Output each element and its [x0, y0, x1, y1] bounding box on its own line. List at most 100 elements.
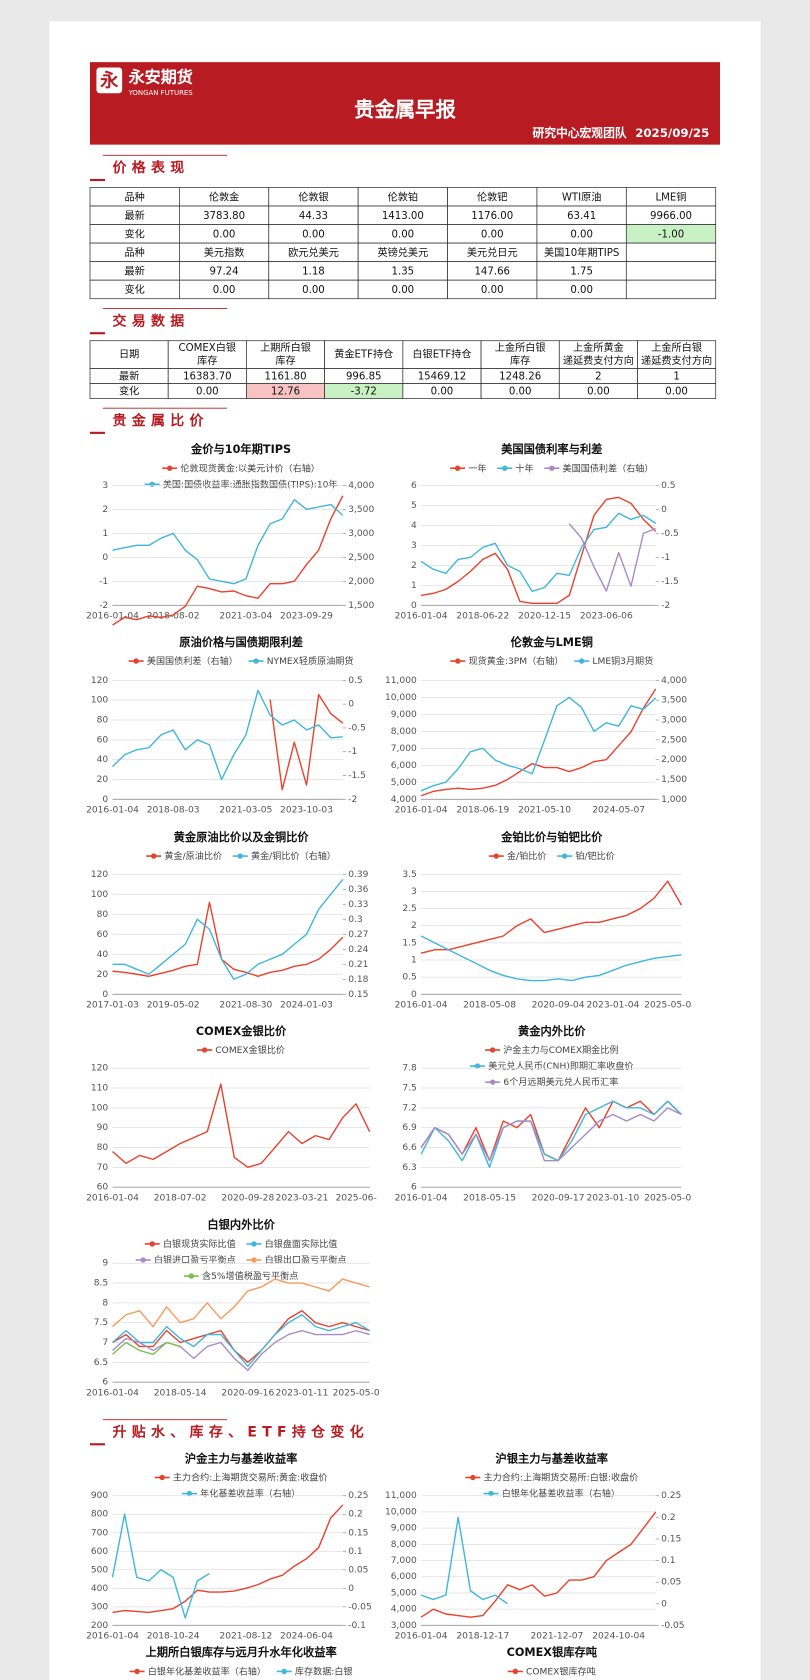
- x-tick-label: 2020-12-15: [518, 612, 571, 622]
- cell-text: 16383.70: [183, 372, 231, 383]
- y2-tick-label: -1.5: [348, 771, 366, 781]
- chart-title: 金价与10年期TIPS: [190, 442, 291, 456]
- x-tick-label: 2016-01-04: [86, 612, 139, 622]
- x-tick-label: 2020-09-28: [221, 1193, 274, 1203]
- y-tick-label: 40: [97, 950, 109, 960]
- chart-title: 黄金原油比价以及金铜比价: [174, 830, 310, 844]
- y2-tick-label: -2: [348, 795, 357, 805]
- header-cell: [637, 340, 717, 369]
- y-tick-label: 6.3: [402, 1163, 417, 1173]
- y2-tick-label: 0.21: [348, 960, 368, 970]
- cell-text: 63.41: [567, 211, 596, 222]
- y-tick-label: 3.5: [402, 870, 416, 880]
- y2-tick-label: -0.5: [348, 723, 366, 733]
- legend-dot: [474, 1063, 481, 1069]
- table-cell: [625, 242, 717, 263]
- legend-label: COMEX金银比价: [215, 1044, 285, 1056]
- y-tick-label: 2: [411, 561, 417, 571]
- y2-tick-label: 0.1: [661, 1556, 675, 1566]
- legend-entry: 美元兑人民币(CNH)即期汇率收盘价: [470, 1060, 634, 1072]
- y2-tick-label: 0.2: [661, 1513, 675, 1523]
- legend-dot: [470, 1474, 476, 1481]
- y-tick-label: 3: [411, 541, 417, 551]
- legend-entry: 美国:国债收益率:通胀指数国债(TIPS):10年: [144, 478, 338, 490]
- chart-title: 沪金主力与基差收益率: [185, 1451, 298, 1465]
- cell-text: 0.00: [509, 387, 532, 398]
- cell-text: 0.00: [302, 229, 325, 240]
- legend-dot: [188, 1273, 195, 1279]
- legend-dot: [151, 853, 157, 859]
- y-tick-label: 8.5: [94, 1279, 108, 1289]
- legend-entry: NYMEX轻质原油期货: [248, 655, 353, 667]
- y2-tick-label: 1,500: [348, 601, 374, 611]
- series-line: [420, 1107, 682, 1162]
- y-tick-label: 20: [97, 970, 109, 980]
- cell-text: 最新: [125, 209, 145, 222]
- series-line: [112, 878, 344, 980]
- y2-tick-label: 0.27: [348, 930, 368, 940]
- legend-entry: 伦敦现货黄金:以美元计价（右轴）: [162, 462, 320, 474]
- x-tick-label: 2016-01-04: [395, 806, 448, 816]
- y2-tick-label: 0: [661, 505, 667, 515]
- header-cell: [324, 340, 404, 369]
- y-tick-label: 10,000: [385, 1507, 417, 1517]
- y-tick-label: 70: [97, 1163, 109, 1173]
- y-tick-label: 0: [102, 553, 108, 563]
- header-text: 上金所白银: [495, 341, 546, 354]
- legend-label: 美国国债利差（右轴）: [563, 462, 654, 474]
- cell-text: 伦敦金: [209, 190, 239, 203]
- legend-dot: [159, 1474, 165, 1481]
- cell-text: 变化: [125, 227, 145, 240]
- x-tick-label: 2024-05-07: [592, 806, 645, 816]
- cell-text: 147.66: [474, 266, 510, 277]
- legend-dot: [493, 853, 499, 859]
- y-tick-label: 6,000: [391, 761, 417, 771]
- header-text: 白银ETF持仓: [412, 348, 471, 361]
- legend-entry: 金/铂比价: [488, 850, 546, 862]
- y-tick-label: 7.5: [402, 1084, 416, 1094]
- cell-text: -1.00: [658, 229, 684, 240]
- y2-tick-label: 4,000: [348, 481, 374, 491]
- x-tick-label: 2021-12-07: [530, 1632, 583, 1642]
- cell-text: 美元兑日元: [467, 246, 518, 259]
- legend-dot: [149, 1241, 155, 1247]
- x-tick-label: 2019-05-02: [147, 1000, 200, 1010]
- y2-tick-label: -1.5: [661, 577, 679, 587]
- y-tick-label: 200: [91, 1621, 109, 1631]
- y-tick-label: 1.5: [402, 938, 416, 948]
- x-tick-label: 2025-05-0: [333, 1388, 380, 1398]
- header-text: 库存: [197, 354, 217, 367]
- cell-text: 0.00: [431, 387, 454, 398]
- x-tick-label: 2021-03-05: [219, 806, 272, 816]
- y2-tick-label: 0.05: [348, 1565, 368, 1575]
- legend-label: 伦敦现货黄金:以美元计价（右轴）: [180, 462, 319, 474]
- legend-entry: 白银年化基差收益率（右轴）: [129, 1665, 266, 1677]
- legend-label: 十年: [515, 462, 533, 474]
- cell-text: 最新: [125, 264, 145, 277]
- cell-text: 97.24: [210, 266, 239, 277]
- legend-label: 含5%增值税盈亏平衡点: [202, 1270, 298, 1282]
- y-tick-label: 110: [91, 1084, 109, 1094]
- x-tick-label: 2016-01-04: [395, 1000, 448, 1010]
- y2-tick-label: 0.18: [348, 975, 368, 985]
- y-tick-label: 6: [102, 1378, 108, 1388]
- x-tick-label: 2018-06-22: [456, 612, 509, 622]
- legend-label: 黄金/铜比价（右轴）: [251, 850, 336, 862]
- chart-title: 金铂比价与铂钯比价: [500, 830, 603, 844]
- logo-box: [96, 67, 123, 94]
- x-tick-label: 2025-05-0: [644, 1193, 691, 1203]
- y-tick-label: 7.8: [402, 1064, 417, 1074]
- y2-tick-label: 2,500: [661, 735, 687, 745]
- y-tick-label: 2: [102, 505, 108, 515]
- legend-dot: [237, 853, 243, 859]
- series-line: [111, 1513, 210, 1619]
- legend-label: 白银出口盈亏平衡点: [265, 1254, 347, 1266]
- legend-label: 白银盘面实际比值: [265, 1238, 338, 1250]
- legend-entry: 铂/钯比价: [557, 850, 615, 862]
- series-line: [112, 901, 344, 977]
- cell-text: 品种: [125, 190, 145, 203]
- header-text: COMEX白银: [179, 341, 237, 354]
- y-tick-label: 9,000: [391, 710, 417, 720]
- legend-entry: 黄金/铜比价（右轴）: [232, 850, 336, 862]
- cell-text: 1.75: [570, 266, 593, 277]
